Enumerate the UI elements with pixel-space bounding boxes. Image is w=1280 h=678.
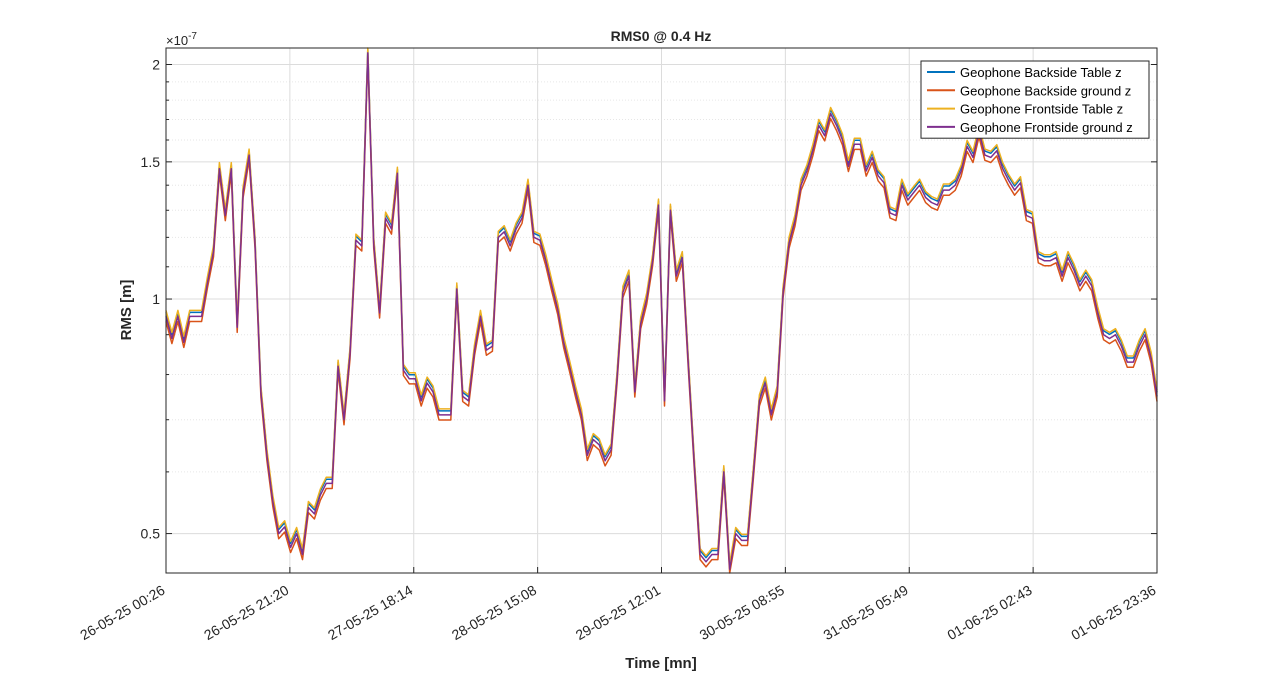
- y-axis-exponent-label: ×10-7: [166, 31, 197, 48]
- y-tick-label: 0.5: [141, 526, 161, 542]
- y-exponent-base: ×10: [166, 33, 188, 48]
- legend-entry-label: Geophone Frontside ground z: [960, 120, 1133, 135]
- y-tick-label: 1.5: [141, 154, 161, 170]
- series-layer: [165, 47, 1158, 574]
- series-line-4: [165, 52, 1158, 570]
- chart-title: RMS0 @ 0.4 Hz: [611, 28, 712, 44]
- legend-box: [920, 60, 1150, 139]
- y-exponent-power: -7: [188, 31, 197, 42]
- y-tick-label: 1: [152, 291, 160, 307]
- axis-label-layer: RMS0 @ 0.4 Hz Time [mn] RMS [m] ×10-7: [118, 28, 711, 672]
- y-tick-label: 2: [152, 57, 160, 73]
- y-axis-label: RMS [m]: [118, 280, 135, 341]
- legend-entry-label: Geophone Frontside Table z: [960, 102, 1123, 117]
- legend-entry-label: Geophone Backside ground z: [960, 83, 1131, 98]
- legend-entry-label: Geophone Backside Table z: [960, 65, 1122, 80]
- legend: Geophone Backside Table z Geophone Backsi…: [920, 60, 1150, 139]
- x-axis-label: Time [mn]: [625, 655, 696, 672]
